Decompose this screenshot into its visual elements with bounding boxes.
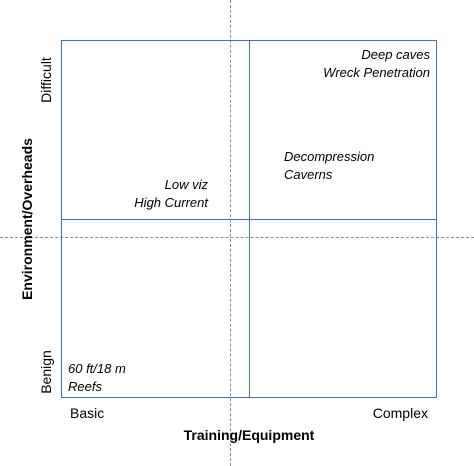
note-line: Wreck Penetration (323, 65, 430, 80)
note-line: Decompression (284, 149, 375, 164)
note-line: Low viz (164, 177, 208, 192)
x-axis-low-label: Basic (70, 405, 105, 421)
note-line: Deep caves (361, 47, 430, 62)
top-right-quadrant-note: Deep caves Wreck Penetration (323, 46, 430, 82)
note-line: 60 ft/18 m (68, 361, 126, 376)
y-axis-title: Environment/Overheads (19, 138, 35, 300)
y-axis-high-label: Difficult (38, 57, 54, 103)
middle-right-quadrant-note: Decompression Caverns (284, 148, 374, 184)
note-line: High Current (134, 195, 208, 210)
x-axis-high-label: Complex (372, 405, 428, 421)
vertical-guide-line (230, 0, 231, 466)
y-axis-low-label: Benign (38, 350, 54, 394)
x-axis-title: Training/Equipment (183, 427, 315, 443)
horizontal-quadrant-divider (61, 219, 437, 220)
middle-left-quadrant-note: Low viz High Current (134, 176, 208, 212)
horizontal-guide-line (0, 237, 474, 238)
note-line: Reefs (68, 379, 102, 394)
bottom-left-quadrant-note: 60 ft/18 m Reefs (68, 360, 126, 396)
note-line: Caverns (284, 167, 333, 182)
